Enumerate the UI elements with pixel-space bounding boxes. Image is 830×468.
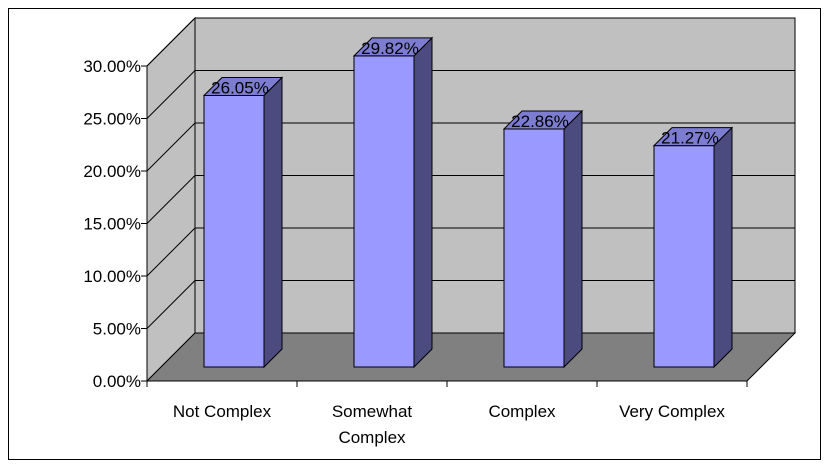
chart-bars (202, 36, 734, 369)
category-label: Complex (488, 402, 556, 421)
gridline-side (146, 17, 196, 67)
data-label: 22.86% (511, 112, 569, 131)
bar-top (352, 37, 434, 57)
chart-axes (141, 65, 748, 387)
gridline-side (146, 175, 196, 224)
bar (652, 126, 734, 369)
category-label: Not Complex (173, 402, 272, 421)
category-label: Somewhat (332, 402, 413, 421)
category-label: Very Complex (619, 402, 725, 421)
y-tick-label: 5.00% (93, 320, 141, 339)
column-chart: 0.00% 5.00% 10.00% 15.00% 20.00% 25.00% 30.00%… (83, 16, 797, 447)
bar-side (563, 109, 583, 369)
bar-front (503, 128, 565, 368)
y-tick-label: 25.00% (83, 110, 141, 129)
y-tick-label: 15.00% (83, 215, 141, 234)
gridline-side (146, 70, 196, 119)
y-tick-label: 10.00% (83, 267, 141, 286)
bar-top (502, 110, 584, 130)
bar-front (203, 94, 265, 368)
bar-top (202, 76, 284, 96)
chart-area: 0.00% 5.00% 10.00% 15.00% 20.00% 25.00% 30.00%… (8, 8, 821, 460)
bar-front (653, 145, 715, 368)
gridline-side (146, 227, 196, 277)
bar (352, 36, 434, 369)
y-tick-label: 0.00% (93, 372, 141, 391)
bar-top (652, 127, 734, 147)
gridline-side (146, 280, 196, 329)
bar (202, 76, 284, 369)
bar-side (713, 126, 733, 369)
bar-front (353, 55, 415, 368)
y-tick-label: 20.00% (83, 162, 141, 181)
y-tick-label: 30.00% (83, 57, 141, 76)
gridline-side (146, 122, 196, 172)
data-label: 26.05% (211, 78, 269, 97)
data-label: 29.82% (361, 39, 419, 58)
chart-labels: 0.00% 5.00% 10.00% 15.00% 20.00% 25.00% 30.00%… (83, 39, 725, 447)
bar-side (263, 76, 283, 369)
data-label: 21.27% (661, 129, 719, 148)
category-label: Complex (338, 428, 406, 447)
bar-side (413, 36, 433, 369)
bar (502, 109, 584, 369)
